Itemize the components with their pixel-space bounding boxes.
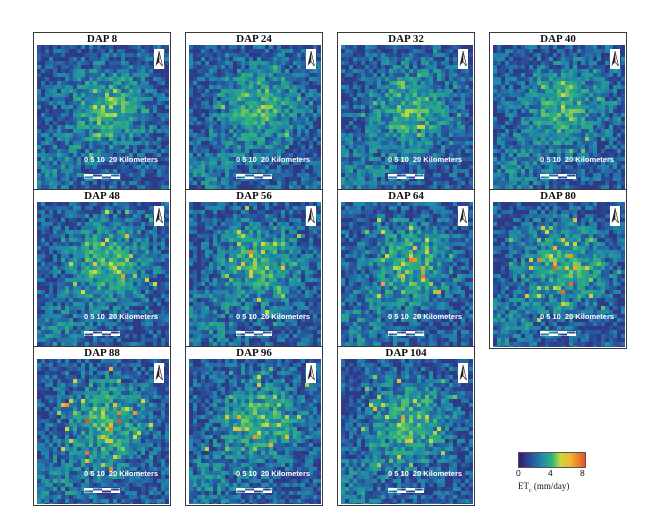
scale-bar xyxy=(83,480,121,498)
scale-bar-numbers: 0 5 10 xyxy=(84,155,105,164)
legend-title: ETc (mm/day) xyxy=(518,481,569,494)
scale-bar xyxy=(539,323,577,341)
north-arrow-icon xyxy=(154,49,164,74)
legend-tick-mid: 4 xyxy=(548,468,553,478)
et-raster-map xyxy=(189,359,321,504)
scale-bar-units: 20 Kilometers xyxy=(260,469,311,478)
scale-bar-numbers: 0 5 10 xyxy=(236,312,257,321)
et-raster-map xyxy=(493,202,625,347)
panel-title: DAP 8 xyxy=(86,33,118,45)
north-arrow-icon xyxy=(458,206,468,231)
scale-bar-label: 0 5 10 20 Kilometers xyxy=(388,469,462,478)
scale-bar-label: 0 5 10 20 Kilometers xyxy=(236,469,310,478)
et-raster-map xyxy=(341,45,473,190)
et-raster-map xyxy=(341,359,473,504)
et-raster-map xyxy=(37,45,169,190)
scale-bar xyxy=(539,166,577,184)
map-panel: DAP 64 0 5 10 20 Kilometers xyxy=(337,189,475,349)
scale-bar-numbers: 0 5 10 xyxy=(236,155,257,164)
scale-bar xyxy=(83,166,121,184)
north-arrow-icon xyxy=(610,206,620,231)
north-arrow-icon xyxy=(458,49,468,74)
scale-bar-label: 0 5 10 20 Kilometers xyxy=(84,312,158,321)
north-arrow-icon xyxy=(610,49,620,74)
map-panel: DAP 24 0 5 10 20 Kilometers xyxy=(185,32,323,192)
scale-bar-label: 0 5 10 20 Kilometers xyxy=(84,469,158,478)
map-panel: DAP 32 0 5 10 20 Kilometers xyxy=(337,32,475,192)
legend-tick-max: 8 xyxy=(580,468,585,478)
scale-bar xyxy=(387,323,425,341)
legend-tick-min: 0 xyxy=(516,468,521,478)
scale-bar-numbers: 0 5 10 xyxy=(388,469,409,478)
et-raster-map xyxy=(189,202,321,347)
scale-bar-label: 0 5 10 20 Kilometers xyxy=(236,312,310,321)
north-arrow-icon xyxy=(154,206,164,231)
scale-bar-units: 20 Kilometers xyxy=(412,469,463,478)
scale-bar-numbers: 0 5 10 xyxy=(84,469,105,478)
scale-bar-units: 20 Kilometers xyxy=(412,155,463,164)
north-arrow-icon xyxy=(306,206,316,231)
scale-bar-label: 0 5 10 20 Kilometers xyxy=(540,312,614,321)
legend-label-sub: c xyxy=(529,487,532,494)
scale-bar xyxy=(387,166,425,184)
scale-bar-units: 20 Kilometers xyxy=(260,312,311,321)
panel-title: DAP 40 xyxy=(540,33,576,45)
map-panel: DAP 48 0 5 10 20 Kilometers xyxy=(33,189,171,349)
scale-bar-label: 0 5 10 20 Kilometers xyxy=(236,155,310,164)
scale-bar-label: 0 5 10 20 Kilometers xyxy=(84,155,158,164)
panel-title: DAP 32 xyxy=(388,33,424,45)
legend-color-bar xyxy=(518,452,586,468)
scale-bar-units: 20 Kilometers xyxy=(108,155,159,164)
scale-bar xyxy=(235,323,273,341)
map-panel: DAP 56 0 5 10 20 Kilometers xyxy=(185,189,323,349)
scale-bar xyxy=(387,480,425,498)
et-raster-map xyxy=(189,45,321,190)
scale-bar-units: 20 Kilometers xyxy=(564,312,615,321)
scale-bar xyxy=(235,480,273,498)
legend-label-unit: (mm/day) xyxy=(531,481,570,491)
panel-title: DAP 48 xyxy=(84,190,120,202)
north-arrow-icon xyxy=(458,363,468,388)
scale-bar-label: 0 5 10 20 Kilometers xyxy=(388,312,462,321)
scale-bar-numbers: 0 5 10 xyxy=(388,155,409,164)
scale-bar-label: 0 5 10 20 Kilometers xyxy=(388,155,462,164)
scale-bar-label: 0 5 10 20 Kilometers xyxy=(540,155,614,164)
map-panel: DAP 8 0 5 10 20 Kilometers xyxy=(33,32,171,192)
scale-bar-units: 20 Kilometers xyxy=(564,155,615,164)
panel-title: DAP 56 xyxy=(236,190,272,202)
panel-title: DAP 104 xyxy=(385,347,427,359)
panel-title: DAP 80 xyxy=(540,190,576,202)
legend-label-main: ET xyxy=(518,481,529,491)
et-raster-map xyxy=(37,359,169,504)
scale-bar-units: 20 Kilometers xyxy=(108,469,159,478)
north-arrow-icon xyxy=(154,363,164,388)
scale-bar xyxy=(83,323,121,341)
scale-bar-numbers: 0 5 10 xyxy=(540,155,561,164)
scale-bar-numbers: 0 5 10 xyxy=(540,312,561,321)
scale-bar-units: 20 Kilometers xyxy=(108,312,159,321)
scale-bar-numbers: 0 5 10 xyxy=(236,469,257,478)
et-raster-map xyxy=(493,45,625,190)
scale-bar-numbers: 0 5 10 xyxy=(388,312,409,321)
map-panel: DAP 80 0 5 10 20 Kilometers xyxy=(489,189,627,349)
scale-bar xyxy=(235,166,273,184)
north-arrow-icon xyxy=(306,49,316,74)
scale-bar-units: 20 Kilometers xyxy=(412,312,463,321)
north-arrow-icon xyxy=(306,363,316,388)
panel-title: DAP 24 xyxy=(236,33,272,45)
map-panel: DAP 40 0 5 10 20 Kilometers xyxy=(489,32,627,192)
scale-bar-numbers: 0 5 10 xyxy=(84,312,105,321)
panel-title: DAP 96 xyxy=(236,347,272,359)
map-panel: DAP 88 0 5 10 20 Kilometers xyxy=(33,346,171,506)
map-panel: DAP 104 0 5 10 20 Kilometers xyxy=(337,346,475,506)
et-raster-map xyxy=(341,202,473,347)
scale-bar-units: 20 Kilometers xyxy=(260,155,311,164)
color-legend: 0 4 8 ETc (mm/day) xyxy=(516,452,588,497)
panel-title: DAP 64 xyxy=(388,190,424,202)
panel-title: DAP 88 xyxy=(84,347,120,359)
map-panel: DAP 96 0 5 10 20 Kilometers xyxy=(185,346,323,506)
